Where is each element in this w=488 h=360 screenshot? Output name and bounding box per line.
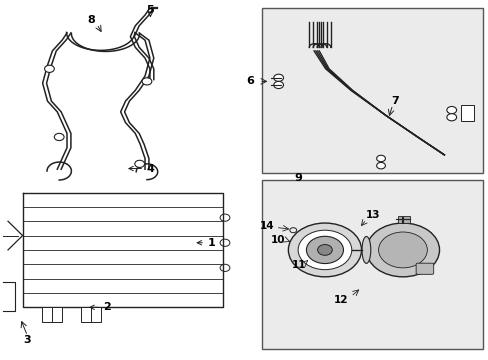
Bar xyxy=(81,307,101,321)
Circle shape xyxy=(378,232,427,268)
Bar xyxy=(461,105,473,121)
Circle shape xyxy=(135,160,144,167)
Text: 11: 11 xyxy=(291,260,306,270)
Bar xyxy=(261,180,483,348)
Circle shape xyxy=(44,65,54,72)
Circle shape xyxy=(273,74,283,81)
Circle shape xyxy=(446,114,456,121)
Text: 8: 8 xyxy=(87,15,95,26)
Ellipse shape xyxy=(361,237,370,264)
Text: 2: 2 xyxy=(90,302,111,312)
Text: 9: 9 xyxy=(294,173,302,183)
Text: 4: 4 xyxy=(129,163,155,174)
Circle shape xyxy=(376,155,385,162)
Bar xyxy=(397,216,409,223)
Text: 12: 12 xyxy=(333,295,347,305)
Circle shape xyxy=(288,223,361,277)
Circle shape xyxy=(298,230,351,270)
Circle shape xyxy=(142,78,152,85)
Text: 13: 13 xyxy=(365,210,379,220)
Circle shape xyxy=(54,134,64,140)
Circle shape xyxy=(273,81,283,89)
Circle shape xyxy=(317,244,331,255)
Bar xyxy=(261,8,483,173)
Text: 3: 3 xyxy=(23,334,31,345)
FancyBboxPatch shape xyxy=(415,263,433,274)
Circle shape xyxy=(376,162,385,169)
Text: 5: 5 xyxy=(146,5,154,15)
Bar xyxy=(42,307,61,321)
Text: 6: 6 xyxy=(246,76,254,86)
Circle shape xyxy=(306,236,343,264)
Circle shape xyxy=(366,223,439,277)
Text: 7: 7 xyxy=(390,96,398,106)
Circle shape xyxy=(446,107,456,114)
Text: 10: 10 xyxy=(270,235,285,245)
Text: 1: 1 xyxy=(197,238,215,248)
Text: 14: 14 xyxy=(260,221,274,231)
